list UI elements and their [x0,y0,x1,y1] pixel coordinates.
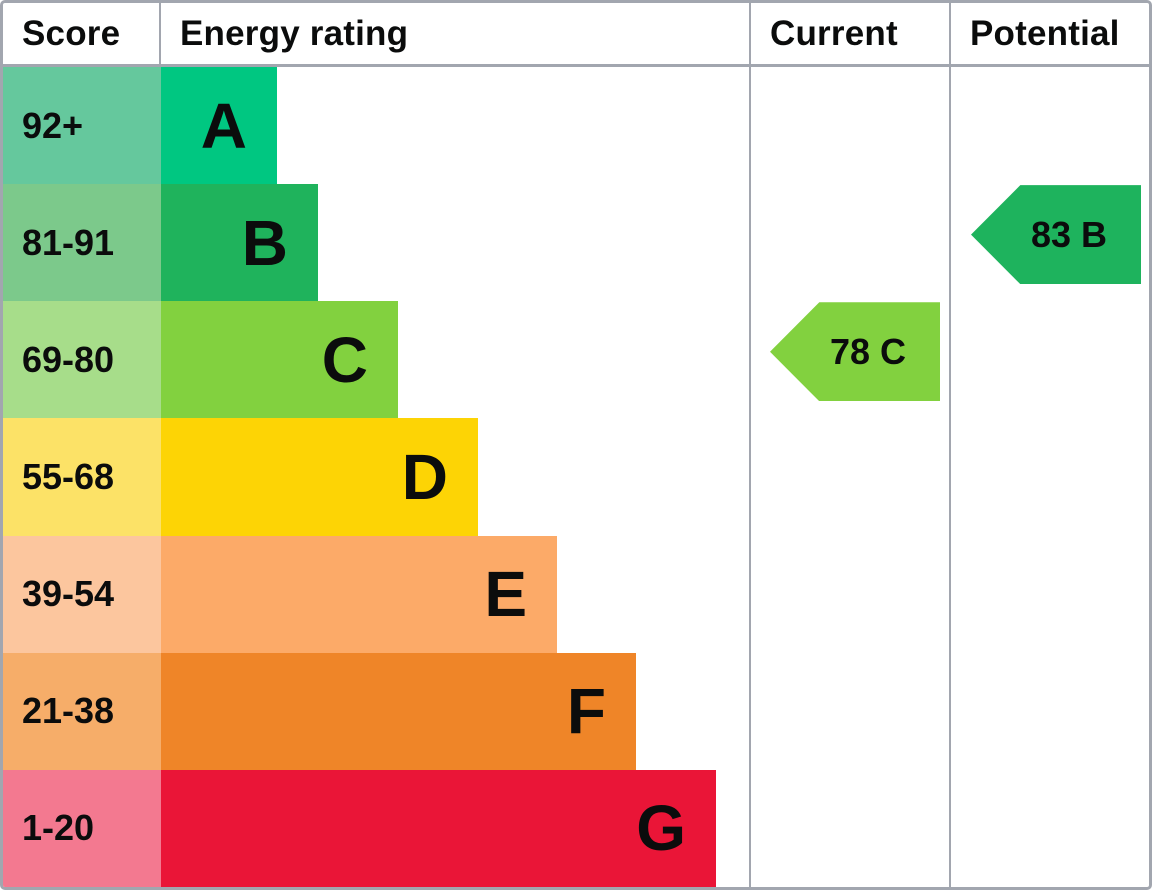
band-bar: E [161,535,557,653]
band-score-cell: 55-68 [3,418,161,536]
score-column-header: Score [3,3,161,64]
energy-rating-column-header: Energy rating [180,13,409,53]
band-score-label: 1-20 [22,807,95,849]
band-row-f: 21-38 F [3,652,1149,770]
band-bar-zone: F [161,652,749,770]
band-bar: G [161,769,716,887]
band-score-cell: 21-38 [3,652,161,770]
band-row-a: 92+ A [3,67,1149,185]
band-row-b: 81-91 B 83 B [3,184,1149,302]
band-score-label: 69-80 [22,338,115,380]
potential-cell: 83 B [951,184,1149,301]
band-score-label: 39-54 [22,573,115,615]
current-cell [749,769,951,887]
potential-cell [951,770,1149,887]
band-score-cell: 81-91 [3,184,161,302]
band-letter: B [241,206,288,279]
band-bar-zone: C [161,301,749,419]
band-bar-zone: D [161,418,749,536]
band-row-g: 1-20 G [3,769,1149,887]
potential-rating-label: 83 B [1030,213,1108,255]
band-letter: E [484,558,527,631]
band-bar: A [161,67,277,185]
band-bar: F [161,652,636,770]
current-cell [749,67,951,185]
band-letter: C [321,323,368,396]
potential-cell [951,301,1149,418]
potential-rating-arrow: 83 B [971,185,1141,285]
current-cell [749,418,951,536]
band-rows: 92+ A 81-91 B 83 B [3,67,1149,887]
band-letter: A [200,89,247,162]
band-bar-zone: A [161,67,749,185]
band-bar-zone: B [161,184,749,302]
band-bar-zone: G [161,769,749,887]
band-score-cell: 92+ [3,67,161,185]
current-cell: 78 C [749,301,951,419]
current-rating-label: 78 C [829,330,907,372]
band-letter: F [566,675,606,748]
potential-cell [951,653,1149,770]
chart-header: Score Energy rating Current Potential [3,3,1149,67]
band-bar: D [161,418,478,536]
band-score-label: 81-91 [22,221,115,263]
potential-cell [951,418,1149,535]
current-rating-arrow: 78 C [770,302,940,402]
potential-cell [951,67,1149,184]
current-column-header: Current [749,3,951,64]
current-cell [749,535,951,653]
current-cell [749,184,951,302]
band-letter: G [636,792,686,865]
band-score-cell: 69-80 [3,301,161,419]
band-row-d: 55-68 D [3,418,1149,536]
band-row-c: 69-80 C 78 C [3,301,1149,419]
band-bar: B [161,184,318,302]
potential-column-header: Potential [970,13,1120,53]
band-score-cell: 39-54 [3,535,161,653]
band-row-e: 39-54 E [3,535,1149,653]
band-score-label: 21-38 [22,690,115,732]
potential-cell [951,536,1149,653]
band-letter: D [401,440,448,513]
band-score-cell: 1-20 [3,769,161,887]
band-bar-zone: E [161,535,749,653]
band-bar: C [161,301,398,419]
current-cell [749,652,951,770]
band-score-label: 55-68 [22,455,115,497]
band-score-label: 92+ [22,104,84,146]
